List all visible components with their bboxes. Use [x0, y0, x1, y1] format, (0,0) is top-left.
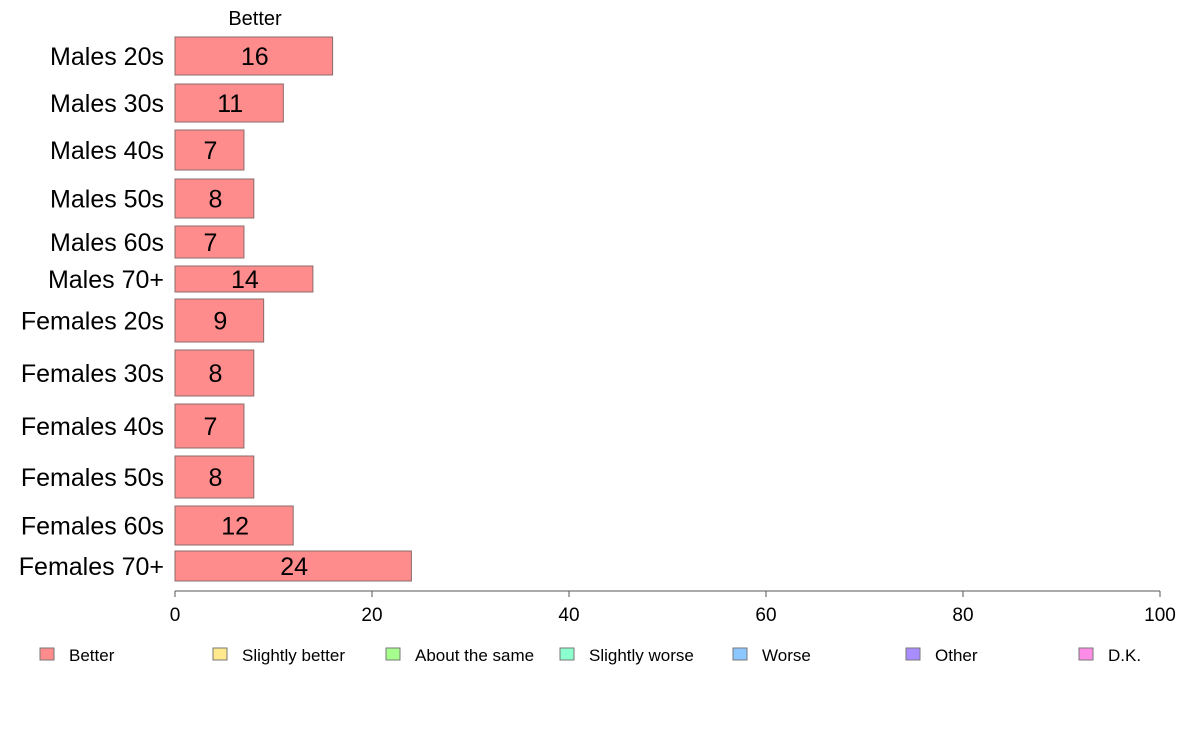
x-tick-label: 60	[755, 605, 776, 626]
bars-group: 16 11 7 8 7 149 8 7 8 12 24	[174, 36, 412, 582]
legend-swatch	[559, 647, 575, 661]
legend-swatch	[385, 647, 401, 661]
legend-label: Slightly worse	[589, 646, 694, 665]
bar	[174, 455, 255, 499]
x-axis: 0 20 40 60 80 100	[170, 590, 1176, 626]
bar	[174, 129, 245, 171]
bar-value-label: 11	[217, 90, 243, 118]
category-label: Males 50s	[50, 186, 164, 214]
bar-value-label: 9	[213, 308, 227, 336]
category-label: Males 40s	[50, 137, 164, 165]
legend: Better Slightly better About the same Sligh…	[39, 646, 1141, 665]
legend-label: Better	[69, 646, 115, 665]
bar	[174, 505, 294, 546]
legend-swatch	[905, 647, 921, 661]
legend-label: About the same	[415, 646, 534, 665]
x-tick-label: 80	[952, 605, 973, 626]
legend-swatch	[1078, 647, 1094, 661]
bar	[174, 265, 314, 293]
bar-value-label: 7	[204, 413, 218, 441]
bar	[174, 36, 334, 76]
bar-value-label: 8	[208, 186, 222, 214]
x-tick-label: 0	[170, 605, 181, 626]
bar	[174, 403, 245, 449]
x-tick-label: 100	[1144, 605, 1176, 626]
category-label: Males 60s	[50, 229, 164, 257]
bar-value-label: 16	[241, 43, 269, 71]
category-label: Females 70+	[19, 553, 164, 581]
category-label: Females 60s	[21, 513, 164, 541]
bar-value-label: 14	[231, 266, 259, 294]
bar-value-label: 8	[208, 464, 222, 492]
legend-swatch	[212, 647, 228, 661]
bar-value-label: 7	[204, 229, 218, 257]
x-tick-label: 40	[558, 605, 579, 626]
bar	[174, 178, 255, 219]
legend-label: Other	[935, 646, 978, 665]
x-tick-label: 20	[361, 605, 382, 626]
bar-value-label: 8	[208, 360, 222, 388]
bar-value-label: 12	[221, 513, 249, 541]
category-label: Females 50s	[21, 464, 164, 492]
legend-swatch	[39, 647, 55, 661]
category-label: Males 20s	[50, 43, 164, 71]
panel-title: Better	[228, 8, 282, 30]
category-label: Females 20s	[21, 308, 164, 336]
bar	[174, 225, 245, 259]
category-label: Females 40s	[21, 413, 164, 441]
bar	[174, 550, 412, 582]
legend-swatch	[732, 647, 748, 661]
legend-label: Slightly better	[242, 646, 345, 665]
category-label: Males 70+	[48, 266, 164, 294]
bar	[174, 83, 284, 123]
bar	[174, 298, 265, 343]
legend-label: D.K.	[1108, 646, 1141, 665]
bar-value-label: 24	[280, 553, 308, 581]
category-label: Females 30s	[21, 360, 164, 388]
bar-value-label: 7	[204, 137, 218, 165]
bar	[174, 349, 255, 397]
category-labels: Males 20s Males 30s Males 40s Males 50s Male…	[19, 43, 164, 581]
category-label: Males 30s	[50, 90, 164, 118]
legend-label: Worse	[762, 646, 811, 665]
